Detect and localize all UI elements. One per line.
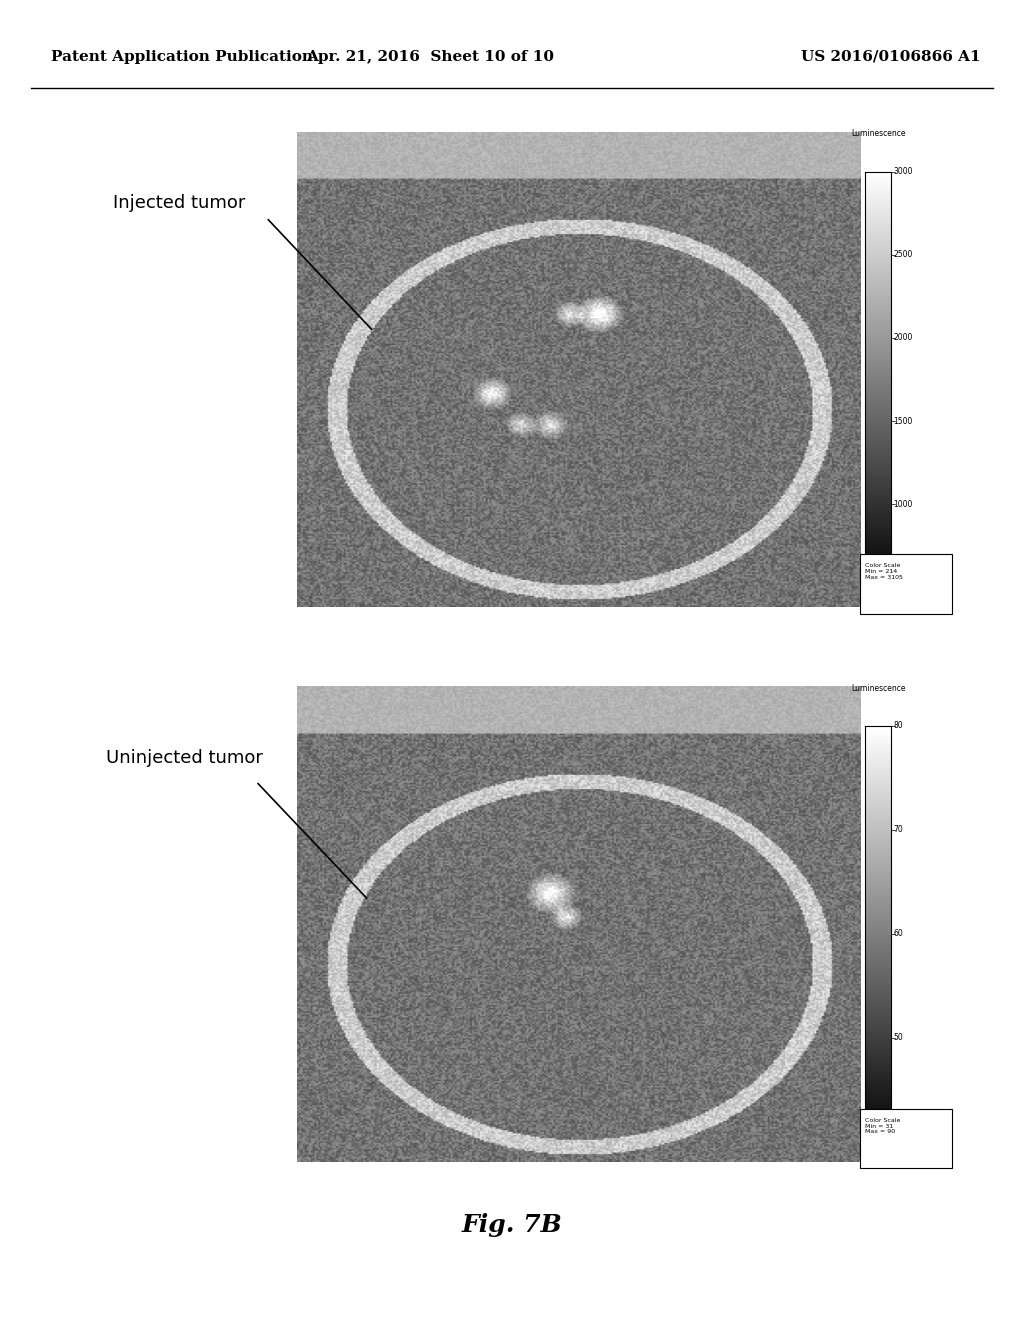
Text: Patent Application Publication: Patent Application Publication <box>51 50 313 63</box>
Text: Luminescence: Luminescence <box>851 129 905 139</box>
Text: Fig. 7B: Fig. 7B <box>462 1213 562 1237</box>
Text: 1500: 1500 <box>893 417 912 425</box>
Text: Apr. 21, 2016  Sheet 10 of 10: Apr. 21, 2016 Sheet 10 of 10 <box>306 50 554 63</box>
Text: Uninjected tumor: Uninjected tumor <box>105 748 263 767</box>
Text: Luminescence: Luminescence <box>851 684 905 693</box>
Text: 2000: 2000 <box>893 334 912 342</box>
Text: 2500: 2500 <box>893 251 912 259</box>
Text: 3000: 3000 <box>893 168 913 176</box>
Text: 70: 70 <box>893 825 903 834</box>
Text: Color Scale
Min = 214
Max = 3105: Color Scale Min = 214 Max = 3105 <box>864 564 902 579</box>
FancyBboxPatch shape <box>860 554 952 614</box>
Text: US 2016/0106866 A1: US 2016/0106866 A1 <box>801 50 981 63</box>
Text: 1000: 1000 <box>893 500 912 508</box>
Text: 60: 60 <box>893 929 903 939</box>
FancyBboxPatch shape <box>860 1109 952 1168</box>
Text: Injected tumor: Injected tumor <box>113 194 246 213</box>
Text: Counts: Counts <box>864 605 892 612</box>
Text: 50: 50 <box>893 1034 903 1043</box>
Text: Counts: Counts <box>864 1159 892 1167</box>
Text: 40: 40 <box>893 1138 903 1146</box>
Text: 80: 80 <box>893 722 903 730</box>
Text: Color Scale
Min = 31
Max = 90: Color Scale Min = 31 Max = 90 <box>864 1118 900 1134</box>
Text: 500: 500 <box>893 574 908 583</box>
